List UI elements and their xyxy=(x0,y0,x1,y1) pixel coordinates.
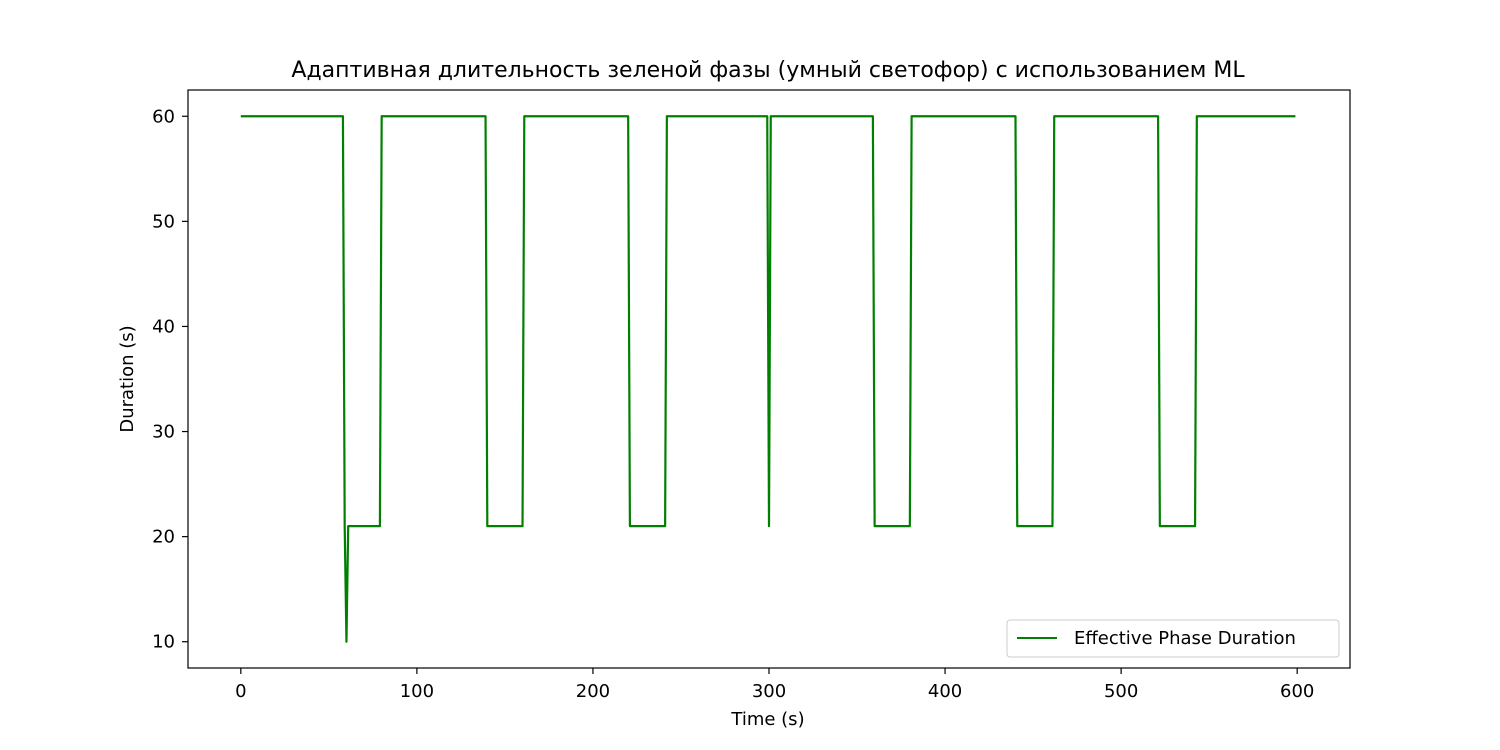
x-tick-label: 300 xyxy=(752,681,786,702)
legend: Effective Phase Duration xyxy=(1006,619,1340,658)
y-tick-label: 40 xyxy=(152,316,175,337)
x-tick-label: 400 xyxy=(928,681,962,702)
x-tick-label: 600 xyxy=(1280,681,1314,702)
y-tick-label: 60 xyxy=(152,106,175,127)
x-tick-label: 0 xyxy=(235,681,246,702)
legend-label: Effective Phase Duration xyxy=(1074,628,1296,649)
y-tick-label: 10 xyxy=(152,632,175,653)
y-axis-label: Duration (s) xyxy=(117,325,138,432)
y-tick-label: 50 xyxy=(152,211,175,232)
y-tick-label: 30 xyxy=(152,422,175,443)
y-axis: 10 20 30 40 50 60 xyxy=(152,106,188,653)
y-tick-label: 20 xyxy=(152,527,175,548)
x-tick-label: 100 xyxy=(400,681,434,702)
series-layer xyxy=(240,115,1296,643)
chart-title: Адаптивная длительность зеленой фазы (ум… xyxy=(291,58,1245,83)
x-axis: 0 100 200 300 400 500 600 xyxy=(235,668,1314,702)
x-tick-label: 500 xyxy=(1104,681,1138,702)
series-line xyxy=(240,115,1296,643)
x-axis-label: Time (s) xyxy=(730,709,804,730)
x-tick-label: 200 xyxy=(576,681,610,702)
legend-box xyxy=(1006,619,1340,658)
